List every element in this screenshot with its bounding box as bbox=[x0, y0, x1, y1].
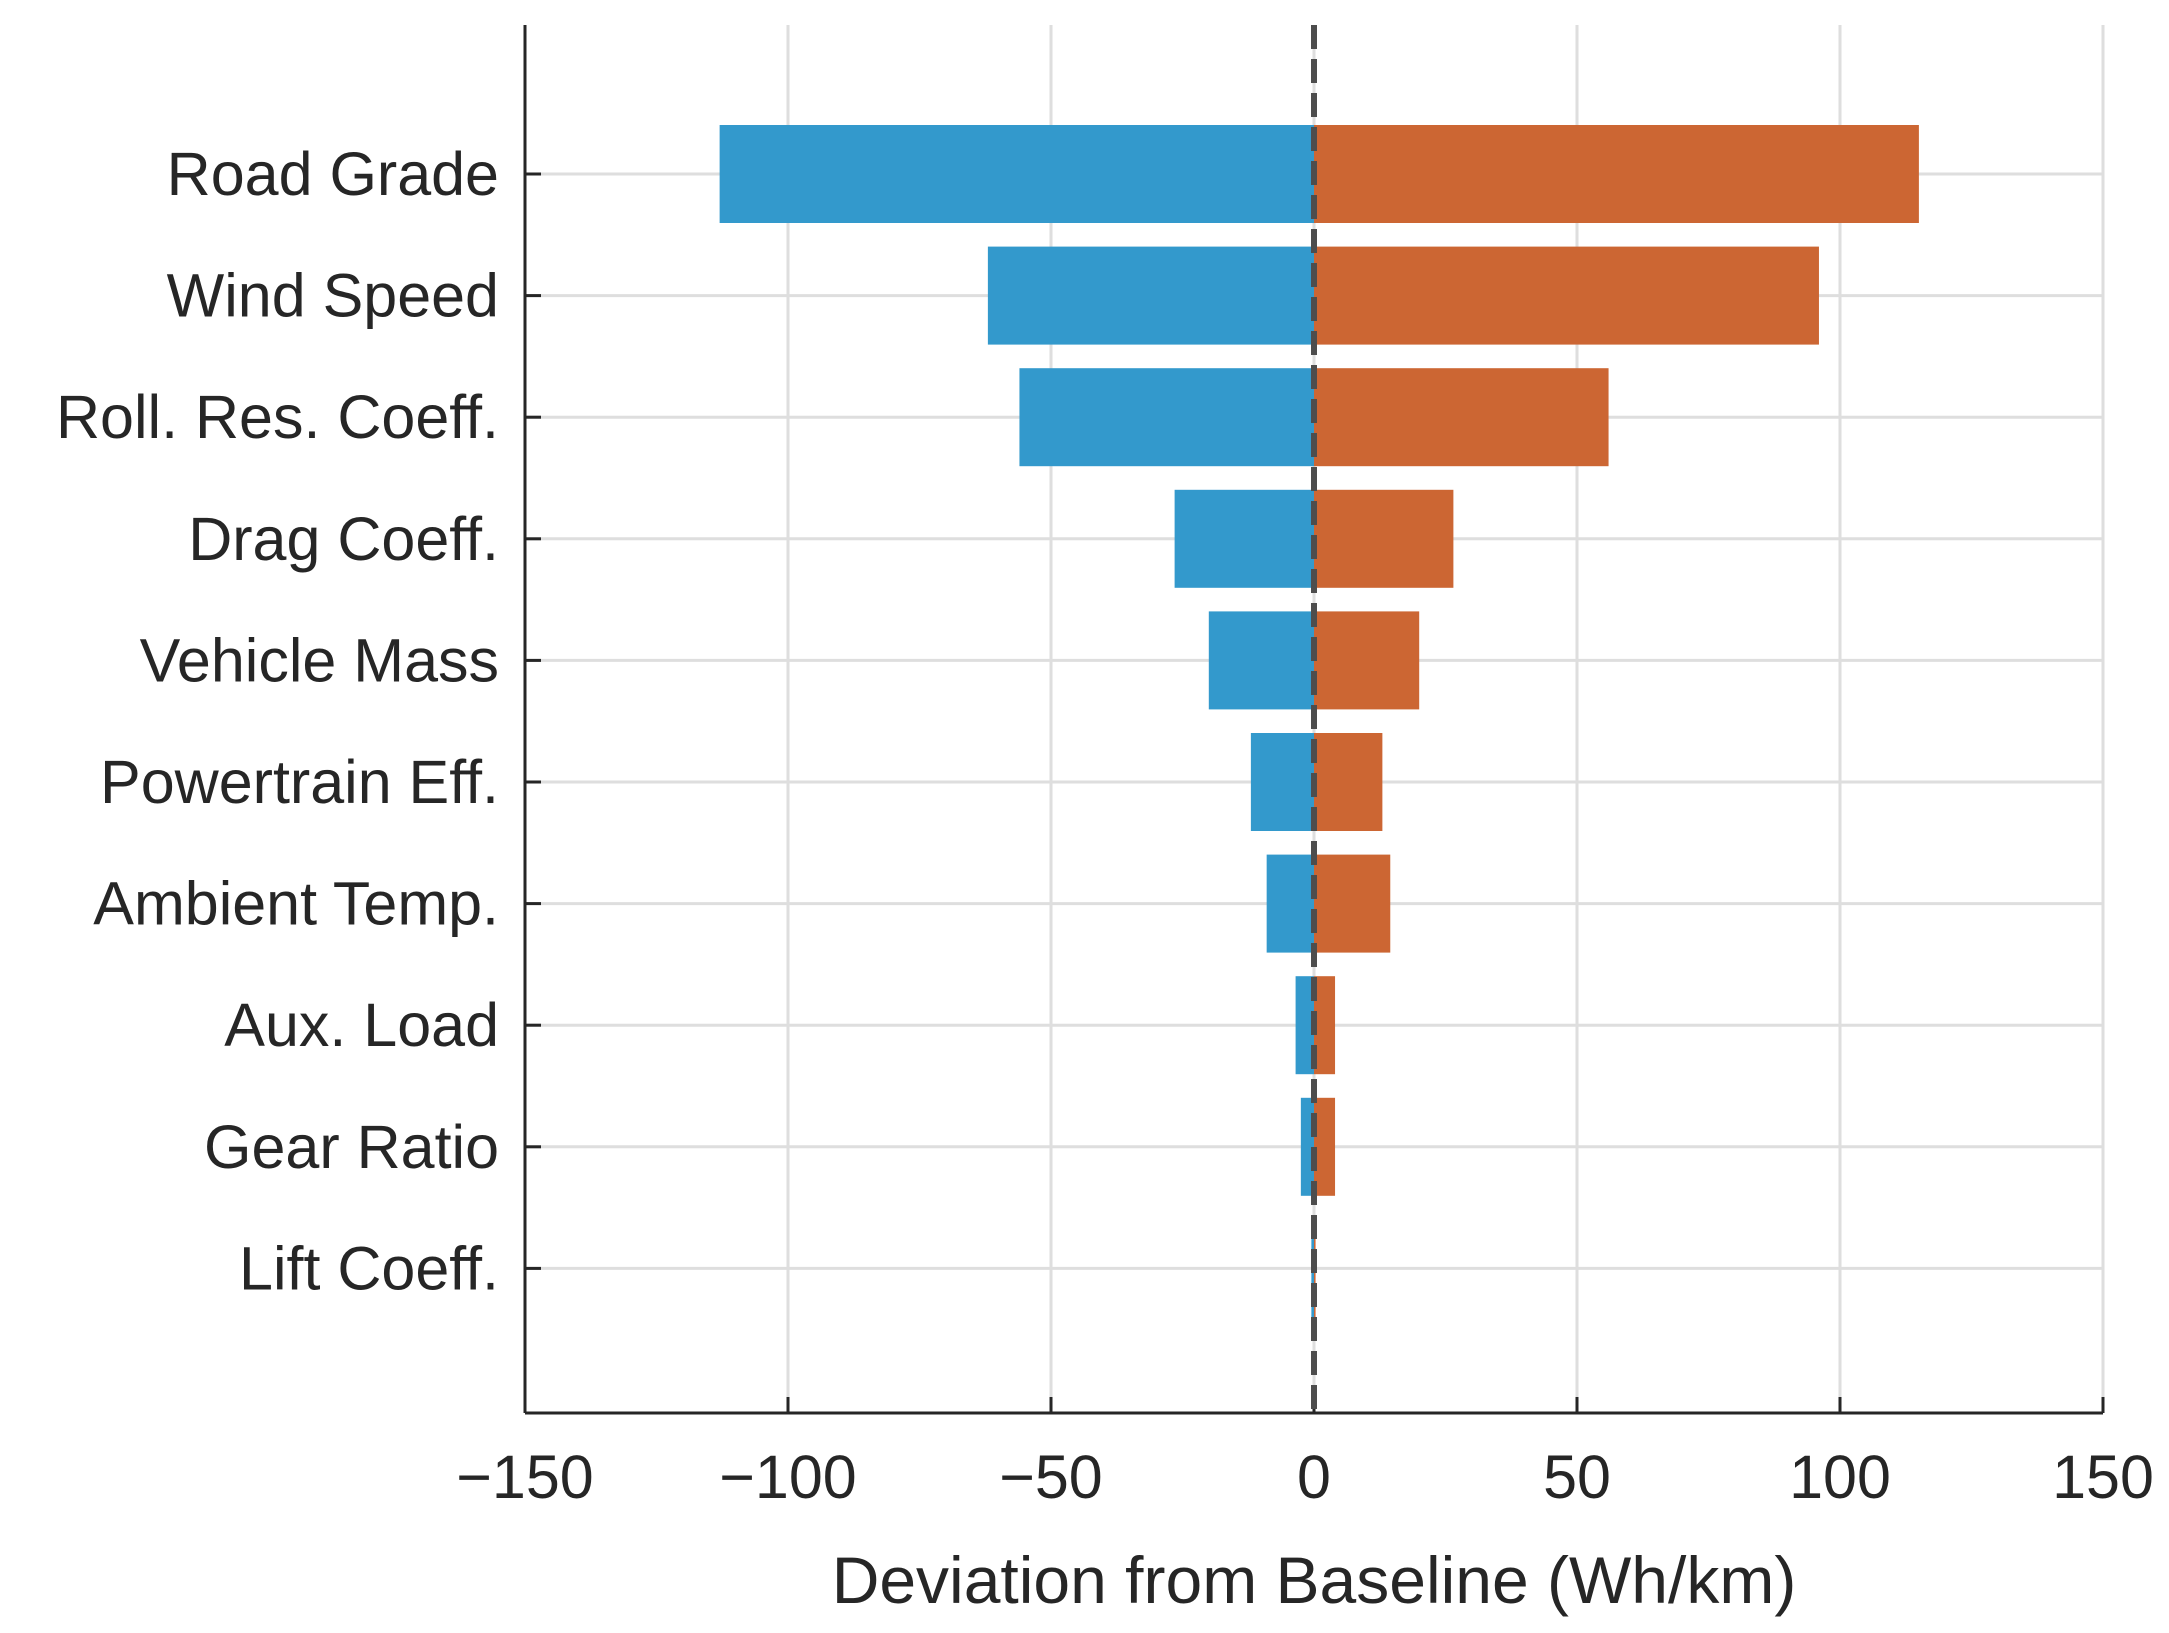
y-tick-label-6: Ambient Temp. bbox=[93, 870, 499, 938]
bar-high-7 bbox=[1314, 976, 1336, 1075]
bar-low-1 bbox=[987, 246, 1314, 345]
bar-high-5 bbox=[1314, 733, 1383, 831]
y-tick-label-3: Drag Coeff. bbox=[188, 505, 499, 573]
y-tick-label-7: Aux. Load bbox=[224, 991, 499, 1059]
bar-high-2 bbox=[1314, 368, 1609, 467]
bar-high-6 bbox=[1314, 854, 1391, 953]
bar-low-5 bbox=[1250, 733, 1314, 831]
bars bbox=[719, 125, 1919, 1318]
x-tick-label-2: −50 bbox=[999, 1443, 1102, 1511]
y-tick-label-0: Road Grade bbox=[167, 140, 499, 208]
bar-low-7 bbox=[1295, 976, 1314, 1075]
y-tick-label-5: Powertrain Eff. bbox=[100, 748, 499, 816]
y-tick-label-1: Wind Speed bbox=[167, 262, 499, 330]
bar-high-0 bbox=[1314, 125, 1919, 223]
x-tick-label-3: 0 bbox=[1297, 1443, 1331, 1511]
bar-high-1 bbox=[1314, 246, 1819, 345]
x-tick-label-6: 150 bbox=[2052, 1443, 2154, 1511]
x-tick-label-4: 50 bbox=[1543, 1443, 1611, 1511]
x-tick-label-1: −100 bbox=[719, 1443, 856, 1511]
bar-low-6 bbox=[1266, 854, 1314, 953]
y-tick-label-4: Vehicle Mass bbox=[140, 626, 499, 694]
bar-high-3 bbox=[1314, 489, 1454, 588]
tick-labels: Road Grade Wind Speed Roll. Res. Coeff. Dra… bbox=[56, 140, 2154, 1511]
bar-low-8 bbox=[1300, 1097, 1314, 1196]
bar-low-4 bbox=[1208, 611, 1314, 710]
y-tick-label-2: Roll. Res. Coeff. bbox=[56, 383, 499, 451]
bar-high-4 bbox=[1314, 611, 1420, 710]
x-tick-label-0: −150 bbox=[456, 1443, 593, 1511]
bar-low-2 bbox=[1019, 368, 1314, 467]
x-tick-label-5: 100 bbox=[1789, 1443, 1891, 1511]
bar-low-3 bbox=[1174, 489, 1314, 588]
bar-high-8 bbox=[1314, 1097, 1336, 1196]
axes bbox=[523, 25, 2105, 1415]
bar-low-0 bbox=[719, 125, 1314, 223]
y-tick-label-8: Gear Ratio bbox=[204, 1113, 499, 1181]
x-axis-title: Deviation from Baseline (Wh/km) bbox=[832, 1543, 1797, 1617]
y-tick-label-9: Lift Coeff. bbox=[239, 1234, 499, 1302]
